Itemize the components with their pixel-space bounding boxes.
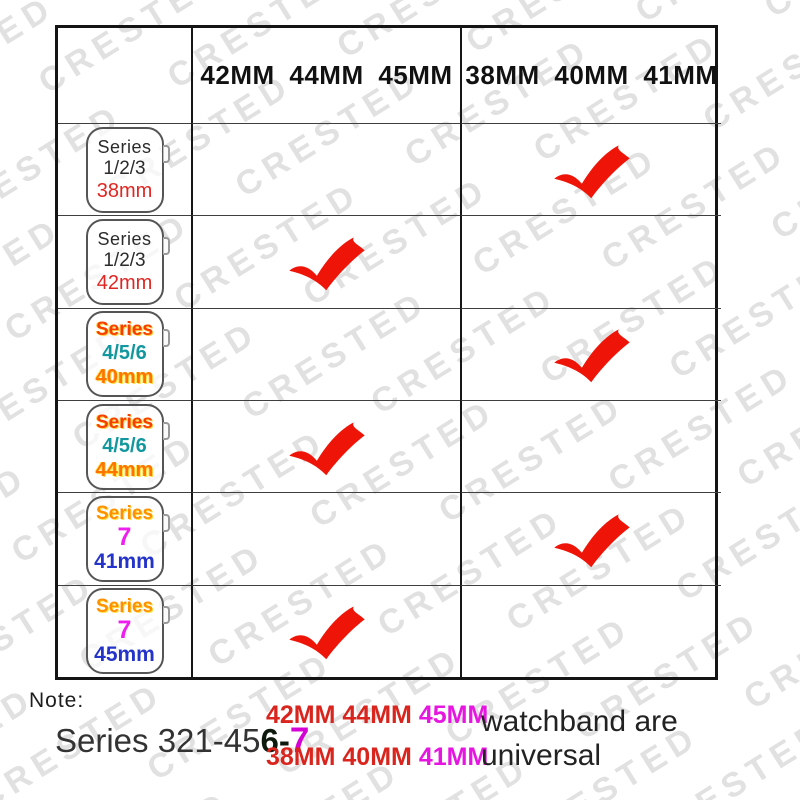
column-header-large-sizes: 42MM 44MM 45MM — [191, 28, 460, 123]
note-sizes-magenta-large: 45MM — [418, 701, 489, 729]
watch-series-label: Series — [97, 228, 152, 249]
watch-crown-icon — [162, 236, 170, 255]
compat-cell — [460, 307, 721, 400]
watch-crown-icon — [162, 606, 170, 625]
watch-generation-label: 7 — [117, 615, 132, 644]
watch-size-label: 38mm — [96, 179, 153, 202]
check-icon — [548, 510, 636, 568]
note-series-dash: - — [278, 722, 290, 759]
note-size-line-large: 42MM 44MM 45MM — [266, 694, 488, 736]
check-icon — [548, 325, 636, 383]
note-series-prefix: Series 321-45 — [55, 722, 261, 759]
note-size-lines: 42MM 44MM 45MM 38MM 40MM 41MM — [266, 694, 488, 778]
check-icon — [283, 418, 371, 476]
note-label: Note: — [29, 689, 85, 712]
watch-model-cell: Series 1/2/3 38mm — [58, 123, 191, 215]
compat-cell — [191, 123, 460, 216]
compatibility-table: 42MM 44MM 45MM 38MM 40MM 41MM Series 1/2… — [55, 25, 721, 680]
watch-series-label: Series — [95, 319, 154, 341]
watch-icon: Series 1/2/3 38mm — [85, 126, 170, 213]
watch-crown-icon — [162, 421, 170, 440]
watch-size-label: 41mm — [94, 550, 155, 574]
watch-model-cell: Series 4/5/6 40mm — [58, 307, 191, 400]
watch-icon: Series 7 45mm — [85, 588, 170, 675]
watch-model-cell: Series 7 41mm — [58, 492, 191, 584]
watch-icon: Series 4/5/6 44mm — [85, 403, 170, 490]
compat-cell — [460, 400, 721, 493]
watch-generation-label: 1/2/3 — [103, 249, 146, 271]
watch-generation-label: 4/5/6 — [102, 434, 147, 457]
watch-series-label: Series — [95, 503, 154, 525]
watch-crown-icon — [162, 144, 170, 163]
watch-crown-icon — [162, 329, 170, 348]
note-suffix-text: watchband are universal — [481, 705, 678, 772]
note-series-seven: 7 — [289, 721, 310, 760]
compat-cell — [191, 307, 460, 400]
watch-model-cell: Series 7 45mm — [58, 584, 191, 677]
watch-generation-label: 1/2/3 — [103, 157, 146, 179]
watch-icon: Series 4/5/6 40mm — [85, 311, 170, 398]
watch-generation-label: 4/5/6 — [102, 342, 147, 365]
compat-cell — [191, 584, 460, 677]
watch-model-cell: Series 1/2/3 42mm — [58, 215, 191, 307]
check-icon — [548, 141, 636, 199]
watch-model-cell: Series 4/5/6 44mm — [58, 400, 191, 492]
watch-icon: Series 1/2/3 42mm — [85, 218, 170, 305]
note-size-line-small: 38MM 40MM 41MM — [266, 736, 488, 778]
note-sizes-magenta-small: 41MM — [418, 743, 489, 771]
watch-series-label: Series — [95, 411, 154, 433]
table-corner-cell — [58, 28, 191, 123]
compat-cell — [191, 215, 460, 308]
watch-size-label: 45mm — [94, 642, 155, 666]
note-series-six: 6 — [260, 722, 279, 759]
column-header-small-sizes: 38MM 40MM 41MM — [460, 28, 721, 123]
watch-generation-label: 7 — [117, 523, 132, 552]
note-series-text: Series 321-456-7 — [55, 721, 309, 761]
compat-cell — [191, 400, 460, 493]
note-sizes-red-small: 38MM 40MM — [266, 743, 412, 771]
watch-series-label: Series — [97, 136, 152, 157]
watch-series-label: Series — [95, 595, 154, 617]
watch-crown-icon — [162, 513, 170, 532]
compat-cell — [460, 215, 721, 308]
compat-cell — [460, 123, 721, 216]
watch-size-label: 44mm — [95, 458, 154, 481]
watch-size-label: 40mm — [95, 366, 154, 389]
watch-icon: Series 7 41mm — [85, 495, 170, 582]
compat-cell — [191, 492, 460, 585]
compat-cell — [460, 584, 721, 677]
watch-size-label: 42mm — [96, 271, 153, 294]
check-icon — [283, 233, 371, 291]
compat-cell — [460, 492, 721, 585]
note-sizes-red-large: 42MM 44MM — [266, 701, 412, 729]
check-icon — [283, 602, 371, 660]
